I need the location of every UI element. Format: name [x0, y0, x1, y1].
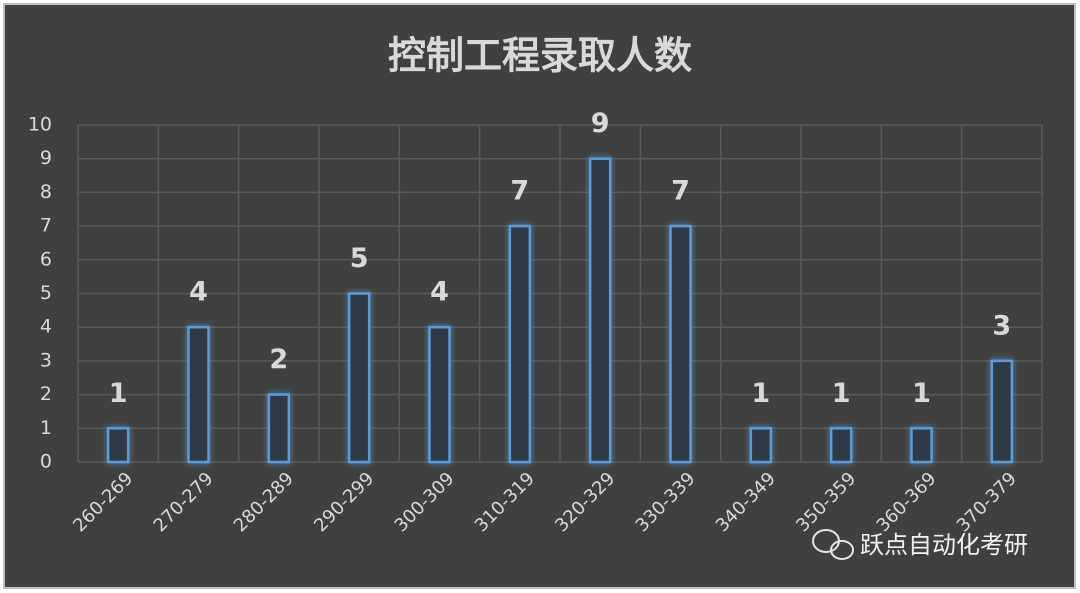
bar: [990, 359, 1014, 464]
y-tick-label: 0: [40, 451, 52, 473]
value-label: 4: [189, 277, 208, 308]
value-label: 5: [350, 243, 369, 274]
y-tick-label: 8: [40, 181, 52, 203]
y-tick-label: 7: [40, 215, 52, 237]
value-label: 9: [591, 108, 610, 139]
y-tick-label: 3: [40, 349, 52, 371]
value-label: 1: [109, 378, 128, 409]
bar: [106, 427, 130, 464]
watermark-icon: [830, 540, 854, 560]
value-label: 1: [832, 378, 851, 409]
bar: [669, 224, 692, 464]
value-label: 7: [671, 176, 690, 207]
y-tick-label: 4: [40, 316, 52, 338]
bar: [428, 325, 451, 464]
chart-title: 控制工程录取人数: [388, 34, 692, 78]
bar: [347, 292, 371, 464]
chart-background: [3, 3, 1076, 589]
watermark-text: 跃点自动化考研: [860, 531, 1028, 559]
y-tick-label: 9: [40, 147, 52, 169]
bar: [749, 427, 773, 464]
bar: [187, 325, 210, 464]
value-label: 3: [992, 310, 1011, 341]
bar: [267, 393, 291, 464]
value-label: 1: [912, 378, 931, 409]
value-label: 7: [510, 176, 529, 207]
value-label: 1: [751, 378, 770, 409]
y-tick-label: 6: [40, 248, 52, 270]
bar: [829, 427, 853, 464]
bar: [508, 224, 532, 464]
y-tick-label: 10: [28, 114, 52, 136]
bar: [910, 427, 933, 464]
y-tick-label: 2: [40, 383, 52, 405]
value-label: 2: [269, 344, 288, 375]
value-label: 4: [430, 277, 449, 308]
bar: [588, 157, 612, 464]
y-tick-label: 5: [40, 282, 52, 304]
y-tick-label: 1: [40, 417, 52, 439]
watermark: 跃点自动化考研: [812, 529, 1028, 560]
